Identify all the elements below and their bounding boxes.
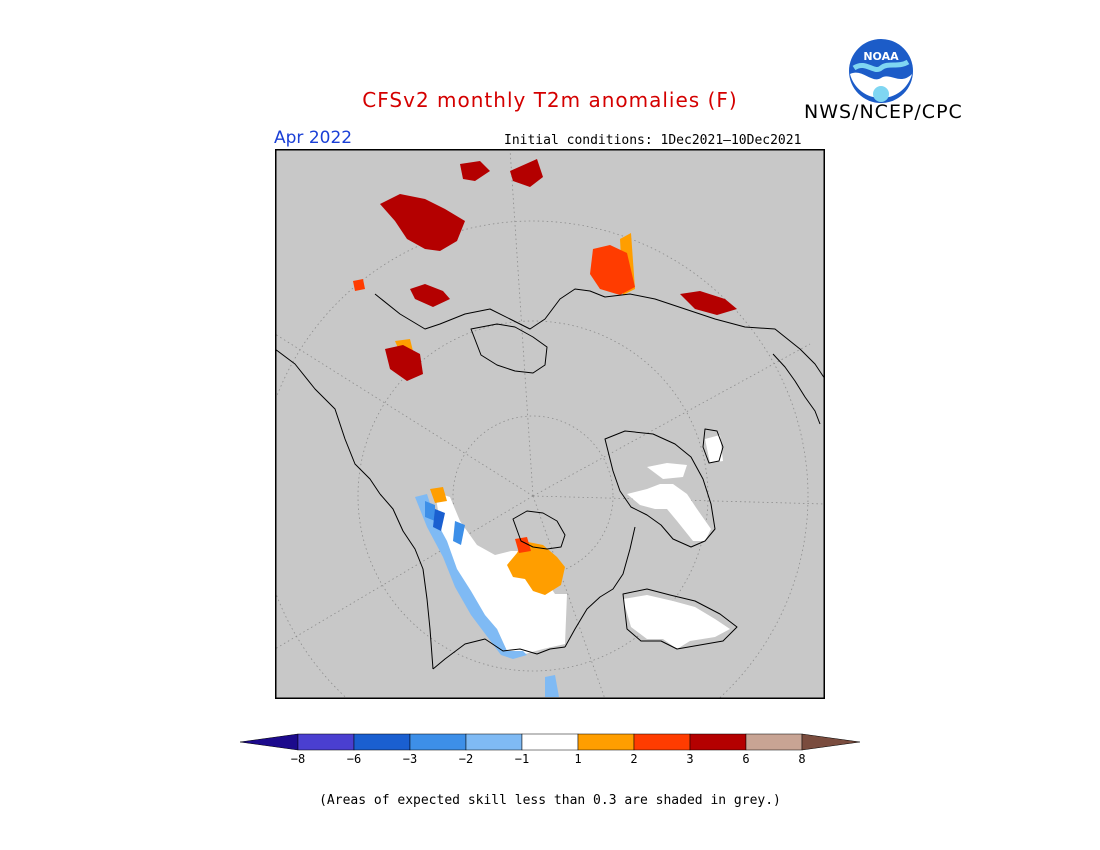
anomaly-region-hudson xyxy=(507,541,565,595)
colorbar-tick-label: −6 xyxy=(347,752,361,766)
coast-arctic-archipelago xyxy=(512,510,566,550)
skill-footnote: (Areas of expected skill less than 0.3 a… xyxy=(319,793,781,808)
anomaly-region-east-asia xyxy=(510,159,543,187)
colorbar-tick-label: 6 xyxy=(742,752,749,766)
coast-eurasia-north xyxy=(374,288,825,380)
initial-conditions: Initial conditions: 1Dec2021—10Dec2021 xyxy=(504,133,802,148)
colorbar-tick-label: 8 xyxy=(798,752,805,766)
map-title: CFSv2 monthly T2m anomalies (F) xyxy=(362,88,738,112)
coast-siberian-islands xyxy=(470,323,548,374)
meridian-4 xyxy=(532,343,811,497)
anomaly-region-pacific xyxy=(545,675,559,697)
anomaly-region-canada xyxy=(435,492,567,654)
anomaly-dark-red xyxy=(380,159,737,381)
anomaly-mid-blue xyxy=(425,501,465,545)
coast-iceland xyxy=(702,428,724,464)
noaa-logo: NOAA xyxy=(849,39,913,103)
anomaly-region-south-asia-north xyxy=(460,161,490,181)
colorbar-bin-0 xyxy=(239,733,299,751)
anomaly-region-greenland xyxy=(627,484,711,541)
meridian-3 xyxy=(532,495,825,505)
forecast-month: Apr 2022 xyxy=(274,128,353,148)
anomaly-region-bc xyxy=(453,521,465,545)
anomaly-region-scandinavia xyxy=(623,595,730,649)
coast-greenland xyxy=(604,430,716,548)
map-frame xyxy=(275,149,825,699)
anomaly-region-middle-east xyxy=(410,284,450,307)
anomaly-light-blue xyxy=(415,494,559,697)
meridian-5 xyxy=(275,495,534,650)
anomaly-region-south-asia xyxy=(380,194,465,251)
coast-eurasia-west xyxy=(275,348,381,495)
colorbar-bin-8 xyxy=(689,733,747,751)
colorbar-tick-label: −2 xyxy=(459,752,473,766)
colorbar-tick-label: −1 xyxy=(515,752,529,766)
polar-map xyxy=(275,149,825,699)
colorbar-bin-4 xyxy=(465,733,523,751)
lat-circle-inner xyxy=(452,415,614,577)
colorbar-bin-10 xyxy=(801,733,861,751)
agency-label: NWS/NCEP/CPC xyxy=(804,101,963,123)
colorbar-tick-label: 2 xyxy=(630,752,637,766)
anomaly-red xyxy=(353,245,635,553)
colorbar-tick-label: −3 xyxy=(403,752,417,766)
colorbar-bin-1 xyxy=(297,733,355,751)
colorbar-tick-label: −8 xyxy=(291,752,305,766)
colorbar-legend: −8 −6 −3 −2 −1 1 2 3 6 8 xyxy=(239,733,861,766)
anomaly-white xyxy=(435,435,730,654)
anomaly-region-alaska-south xyxy=(433,509,445,531)
coast-kamchatka xyxy=(772,353,821,425)
colorbar-bin-5 xyxy=(521,733,579,751)
anomaly-region-siberia xyxy=(590,245,635,295)
anomaly-region-greenland-north xyxy=(647,463,687,479)
anomaly-region-yukon xyxy=(425,501,435,521)
colorbar-tick-label: 1 xyxy=(574,752,581,766)
colorbar-bin-3 xyxy=(409,733,467,751)
colorbar-bin-6 xyxy=(577,733,635,751)
coast-americas-west xyxy=(379,493,434,670)
anomaly-region-sahara xyxy=(385,345,423,381)
anomaly-region-rockies xyxy=(415,494,527,659)
coast-canada-east xyxy=(564,526,636,648)
colorbar-tick-label: 3 xyxy=(686,752,693,766)
anomaly-dark-blue xyxy=(433,509,445,531)
anomaly-region-north-siberia xyxy=(680,291,737,315)
colorbar-bin-7 xyxy=(633,733,691,751)
meridian-2 xyxy=(275,333,534,497)
anomaly-region-alaska xyxy=(430,487,447,503)
colorbar-bin-9 xyxy=(745,733,803,751)
coastlines xyxy=(275,288,825,670)
coast-americas-south xyxy=(432,638,566,670)
anomaly-region-baffin xyxy=(515,537,531,553)
anomaly-region-iceland xyxy=(705,435,723,463)
coast-scandinavia xyxy=(622,588,738,650)
lat-circle-outer xyxy=(275,220,809,699)
colorbar-bin-2 xyxy=(353,733,411,751)
anomaly-region-kazakhstan xyxy=(353,279,365,291)
logo-text: NOAA xyxy=(863,50,899,63)
